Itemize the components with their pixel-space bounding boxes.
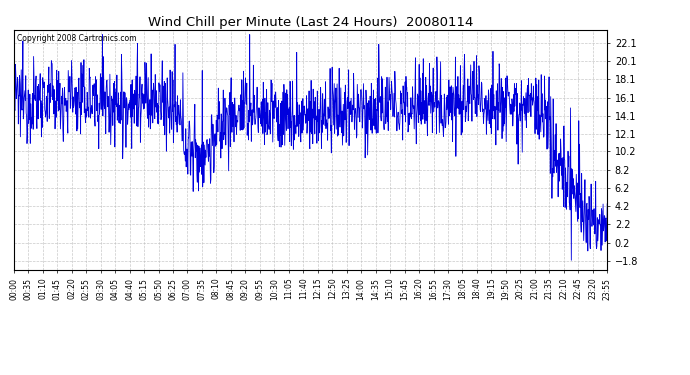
- Text: Copyright 2008 Cartronics.com: Copyright 2008 Cartronics.com: [17, 34, 136, 43]
- Title: Wind Chill per Minute (Last 24 Hours)  20080114: Wind Chill per Minute (Last 24 Hours) 20…: [148, 16, 473, 29]
